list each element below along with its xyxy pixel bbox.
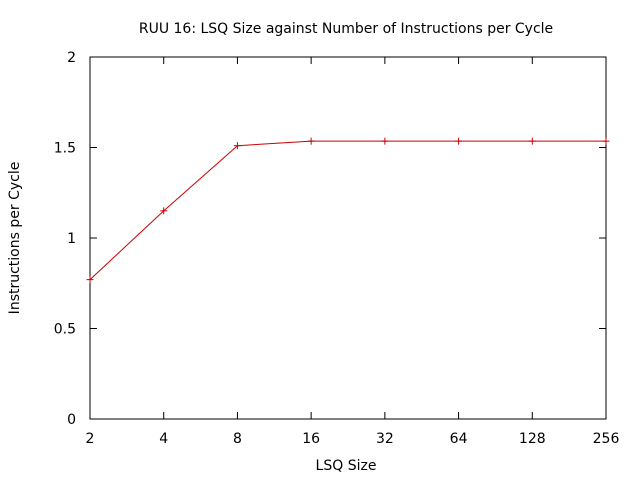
x-tick-label: 4 — [159, 431, 168, 447]
x-axis: 2 4 8 16 32 64 128 256 — [86, 57, 620, 447]
x-tick-label: 16 — [302, 431, 320, 447]
x-axis-label: LSQ Size — [316, 458, 377, 474]
data-point — [307, 137, 315, 145]
plot-frame — [89, 56, 607, 420]
y-axis-label: Instructions per Cycle — [7, 162, 23, 315]
y-tick-label: 1.5 — [54, 141, 76, 157]
y-axis: 0 0.5 1 1.5 2 — [54, 50, 606, 428]
data-point — [160, 207, 168, 215]
x-tick-label: 8 — [233, 431, 242, 447]
data-point — [233, 142, 241, 150]
chart-title: RUU 16: LSQ Size against Number of Instr… — [139, 21, 553, 37]
data-point — [602, 137, 610, 145]
data-point — [381, 137, 389, 145]
y-tick-label: 0.5 — [54, 322, 76, 338]
x-tick-label: 64 — [450, 431, 468, 447]
data-point — [528, 137, 536, 145]
y-tick-label: 1 — [67, 231, 76, 247]
x-tick-label: 2 — [86, 431, 95, 447]
data-point — [455, 137, 463, 145]
y-tick-label: 0 — [67, 412, 76, 428]
x-tick-label: 32 — [376, 431, 394, 447]
series-line — [89, 140, 606, 280]
series-layer — [86, 137, 610, 284]
data-point — [86, 276, 94, 284]
x-tick-label: 256 — [593, 431, 620, 447]
x-tick-label: 128 — [519, 431, 546, 447]
y-tick-label: 2 — [67, 50, 76, 66]
